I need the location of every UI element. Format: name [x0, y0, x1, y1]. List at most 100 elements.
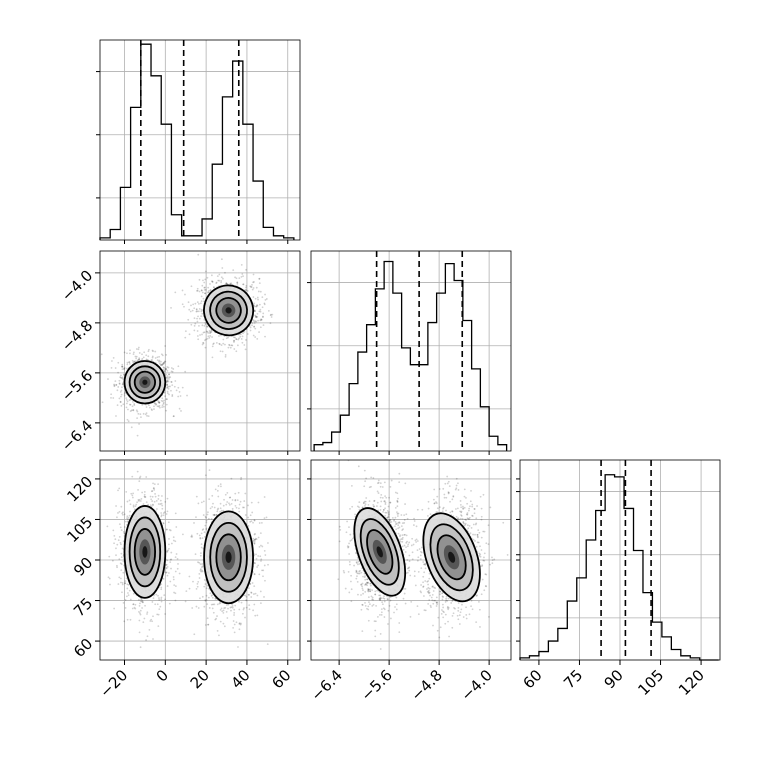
sample-point: [269, 322, 272, 325]
sample-point: [130, 492, 133, 495]
sample-point: [445, 496, 448, 499]
sample-point: [190, 304, 192, 307]
sample-point: [384, 501, 387, 504]
sample-point: [156, 603, 159, 606]
sample-point: [209, 283, 211, 285]
sample-point: [203, 281, 206, 284]
sample-point: [229, 282, 232, 285]
sample-point: [358, 563, 361, 565]
sample-point: [193, 522, 195, 524]
sample-point: [256, 315, 259, 318]
sample-point: [166, 392, 169, 395]
sample-point: [171, 370, 174, 373]
sample-point: [121, 383, 124, 386]
sample-point: [116, 566, 118, 569]
sample-point: [122, 382, 124, 384]
sample-point: [254, 538, 257, 541]
sample-point: [388, 605, 391, 607]
sample-point: [120, 552, 123, 555]
sample-point: [212, 611, 215, 614]
sample-point: [251, 288, 254, 291]
sample-point: [160, 399, 163, 402]
sample-point: [147, 355, 150, 358]
sample-point: [262, 324, 265, 327]
sample-point: [224, 354, 227, 356]
sample-point: [136, 410, 139, 413]
sample-point: [122, 601, 125, 604]
sample-point: [255, 553, 257, 556]
sample-point: [222, 338, 225, 341]
sample-point: [165, 376, 168, 379]
sample-point: [225, 282, 228, 285]
sample-point: [132, 592, 135, 595]
sample-point: [126, 517, 128, 520]
sample-point: [396, 492, 399, 495]
sample-point: [154, 493, 156, 495]
sample-point: [167, 380, 170, 383]
sample-point: [145, 412, 148, 415]
sample-point: [124, 580, 127, 582]
histogram-panel-1: [96, 39, 301, 241]
sample-point: [367, 608, 370, 611]
sample-point: [223, 607, 226, 609]
sample-point: [264, 299, 267, 301]
sample-point: [240, 478, 242, 481]
sample-point: [235, 338, 238, 340]
sample-point: [117, 539, 120, 542]
sample-point: [140, 497, 143, 500]
sample-point: [215, 282, 218, 285]
sample-point: [134, 607, 137, 610]
panel-contents: [100, 253, 274, 437]
sample-point: [258, 303, 261, 306]
scatter-panel-2-3: [310, 459, 512, 661]
sample-point: [200, 532, 203, 535]
sample-point: [253, 572, 256, 575]
sample-point: [259, 319, 262, 322]
sample-point: [167, 572, 170, 574]
sample-point: [259, 590, 262, 593]
sample-point: [160, 596, 163, 599]
sample-point: [203, 324, 206, 327]
sample-point: [121, 581, 124, 584]
sample-point: [255, 315, 258, 318]
sample-point: [126, 515, 129, 518]
sample-point: [165, 353, 168, 356]
sample-point: [158, 599, 161, 601]
sample-point: [172, 536, 175, 539]
sample-point: [198, 573, 201, 575]
sample-point: [125, 406, 128, 409]
sample-point: [211, 336, 213, 338]
sample-point: [129, 398, 132, 401]
sample-point: [443, 496, 446, 499]
sample-point: [185, 590, 188, 593]
sample-point: [204, 278, 207, 281]
sample-point: [227, 336, 229, 339]
sample-point: [238, 337, 240, 340]
sample-point: [121, 377, 124, 380]
sample-point: [198, 534, 201, 537]
sample-point: [383, 500, 386, 503]
sample-point: [269, 314, 272, 317]
sample-point: [123, 367, 125, 370]
sample-point: [154, 495, 157, 498]
sample-point: [113, 534, 116, 537]
sample-point: [143, 491, 146, 493]
sample-point: [240, 601, 243, 604]
sample-point: [264, 293, 266, 296]
sample-point: [219, 350, 222, 353]
sample-point: [257, 319, 259, 322]
sample-point: [153, 489, 156, 491]
sample-point: [259, 290, 262, 293]
sample-point: [165, 528, 168, 531]
sample-point: [207, 335, 210, 338]
sample-point: [170, 542, 173, 545]
sample-point: [129, 410, 132, 412]
sample-point: [211, 505, 214, 508]
sample-point: [199, 554, 202, 557]
sample-point: [137, 359, 140, 361]
sample-point: [247, 516, 250, 519]
sample-point: [123, 367, 126, 369]
sample-point: [262, 315, 264, 318]
sample-point: [379, 648, 382, 650]
sample-point: [166, 398, 168, 401]
